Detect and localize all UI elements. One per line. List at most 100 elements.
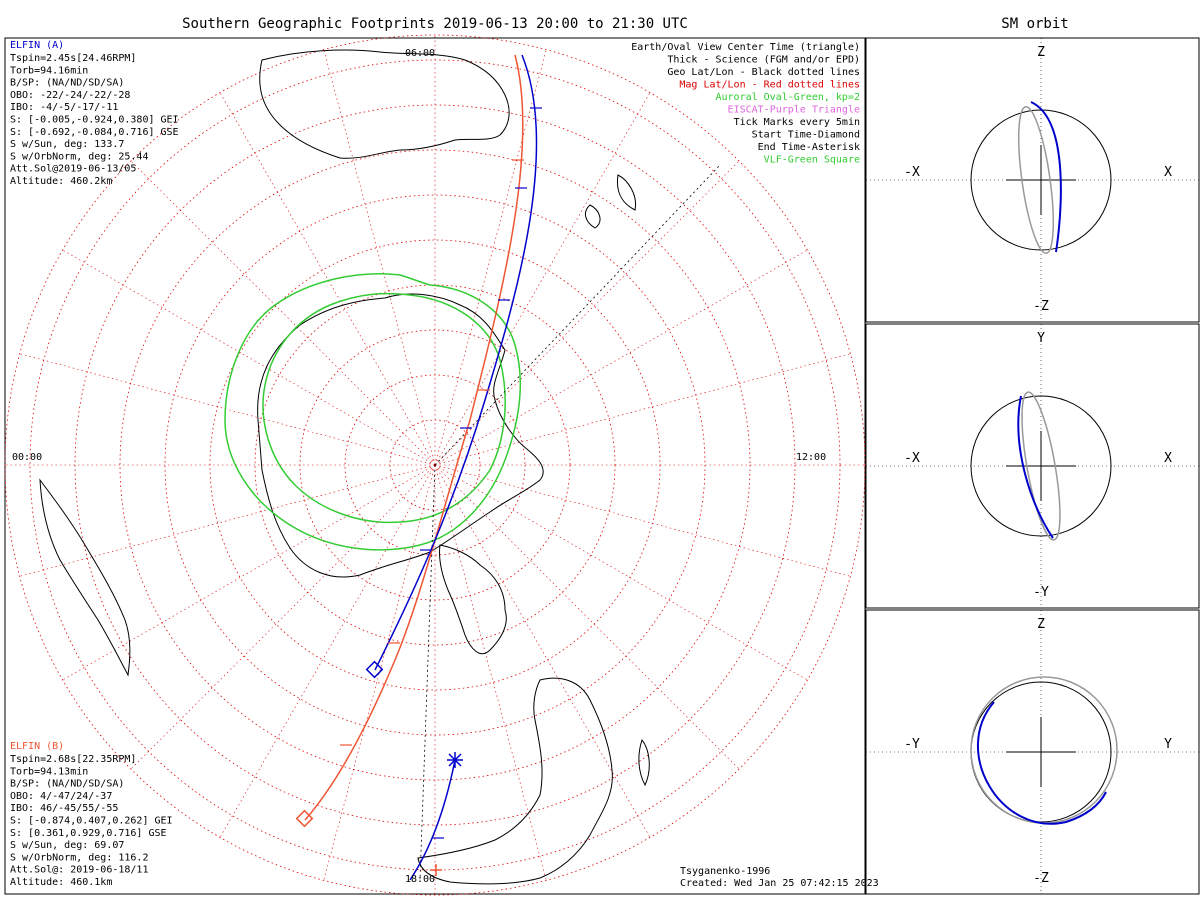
elfin-b-info-line: S: [0.361,0.929,0.716] GSE	[10, 828, 167, 839]
panel-axis-label-right: X	[1164, 165, 1172, 180]
panel-axis-label-top: Z	[1037, 45, 1045, 60]
mag-latitude-circle	[4, 34, 866, 896]
mag-longitude-line	[434, 464, 808, 681]
africa-coastline	[417, 677, 613, 885]
elfin-a-info-line: OBO: -22/-24/-22/-28	[10, 90, 130, 101]
elfin-b-end-asterisk	[430, 864, 442, 876]
geo-meridian	[434, 164, 721, 466]
elfin-a-header: ELFIN (A)	[10, 40, 64, 51]
mag-longitude-line	[434, 353, 851, 466]
elfin-a-end-asterisk	[447, 752, 463, 768]
mag-longitude-line	[434, 249, 808, 466]
mag-longitude-line	[434, 464, 740, 770]
mag-longitude-line	[219, 464, 436, 838]
elfin-b-info-line: S: [-0.874,0.407,0.262] GEI	[10, 816, 173, 827]
elfin-a-info-line: Att.Sol@2019-06-13/05	[10, 164, 136, 175]
mlt-label-bottom: 18:00	[405, 874, 435, 885]
elfin-a-info-line: IBO: -4/-5/-17/-11	[10, 102, 118, 113]
mlt-label-right: 12:00	[796, 452, 826, 463]
sm-orbit-panel: Z -Z -Y Y	[865, 609, 1200, 895]
elfin-b-info-line: Tspin=2.68s[22.35RPM]	[10, 754, 136, 765]
mag-longitude-line	[434, 92, 651, 466]
elfin-b-header: ELFIN (B)	[10, 741, 64, 752]
elfin-a-info-line: S: [-0.692,-0.084,0.716] GSE	[10, 127, 179, 138]
legend-entry: Thick - Science (FGM and/or EPD)	[667, 55, 860, 66]
mag-longitude-line	[434, 49, 547, 466]
sm-orbit-panels: Z -Z -X X Y -Y -X X Z -Z -Y Y	[865, 37, 1200, 895]
mag-longitude-line	[434, 464, 851, 577]
panel-axis-label-right: X	[1164, 451, 1172, 466]
sm-orbit-panel: Y -Y -X X	[865, 323, 1200, 609]
elfin-b-info-line: Altitude: 460.1km	[10, 877, 112, 888]
panel-axis-label-right: Y	[1164, 737, 1172, 752]
elfin-a-info-line: Tspin=2.45s[24.46RPM]	[10, 53, 136, 64]
mlt-label-top: 06:00	[405, 48, 435, 59]
coastlines	[39, 49, 650, 885]
elfin-a-info-line: B/SP: (NA/ND/SD/SA)	[10, 78, 124, 89]
elfin-b-ticks	[340, 159, 524, 746]
mag-longitude-line	[219, 92, 436, 466]
geo-lines	[419, 164, 721, 881]
elfin-a-orbit	[976, 701, 1107, 825]
panel-axis-label-top: Z	[1037, 617, 1045, 632]
elfin-b-info-line: B/SP: (NA/ND/SD/SA)	[10, 779, 124, 790]
legend-entry: Tick Marks every 5min	[734, 117, 860, 128]
legend: Earth/Oval View Center Time (triangle) Th…	[631, 42, 860, 166]
sm-orbit-panel: Z -Z -X X	[865, 37, 1200, 323]
elfin-b-info-line: IBO: 46/-45/55/-55	[10, 803, 118, 814]
legend-entry: End Time-Asterisk	[758, 142, 860, 153]
elfin-b-info-line: OBO: 4/-47/24/-37	[10, 791, 112, 802]
panel-axis-label-left: -X	[904, 165, 920, 180]
sm-orbit-title: SM orbit	[1001, 16, 1068, 32]
australia-coastline	[259, 49, 510, 159]
legend-entry: Start Time-Diamond	[752, 130, 860, 141]
panel-axis-label-bottom: -Y	[1033, 585, 1049, 600]
elfin-a-orbit	[1030, 101, 1062, 253]
elfin-b-orbit	[1021, 391, 1061, 541]
elfin-b-info-line: Att.Sol@: 2019-06-18/11	[10, 865, 148, 876]
elfin-a-info-line: S: [-0.005,-0.924,0.380] GEI	[10, 115, 179, 126]
panel-axis-label-bottom: -Z	[1033, 299, 1049, 314]
elfin-a-info-line: Torb=94.16min	[10, 65, 88, 76]
mag-longitude-line	[434, 160, 740, 466]
elfin-b-info-line: Torb=94.13min	[10, 766, 88, 777]
mag-longitude-line	[434, 464, 651, 838]
new-zealand-coastline	[584, 174, 637, 229]
mag-longitude-line	[130, 160, 436, 466]
figure-title: Southern Geographic Footprints 2019-06-1…	[182, 16, 688, 32]
legend-entry: Auroral Oval-Green, kp=2	[716, 92, 861, 103]
legend-entry: EISCAT-Purple Triangle	[728, 105, 860, 116]
antarctica-coastline	[257, 293, 544, 578]
elfin-b-start-diamond	[295, 809, 314, 828]
panel-axis-label-top: Y	[1037, 331, 1045, 346]
auroral-ovals	[224, 273, 521, 551]
elfin-b-orbit	[970, 676, 1118, 824]
model-label: Tsyganenko-1996	[680, 866, 770, 877]
elfin-a-start-diamond	[365, 660, 384, 679]
elfin-a-ticks	[420, 107, 542, 839]
panel-axis-label-left: -Y	[904, 737, 920, 752]
auroral-oval-inner	[262, 292, 506, 524]
mag-longitude-line	[434, 464, 547, 881]
elfin-b-info: ELFIN (B) Tspin=2.68s[22.35RPM]Torb=94.1…	[10, 741, 173, 888]
mag-longitude-line	[62, 464, 436, 681]
elfin-a-track-end	[409, 759, 456, 881]
west-coast-coastline	[39, 478, 131, 677]
panel-axis-label-left: -X	[904, 451, 920, 466]
elfin-a-info-line: Altitude: 460.2km	[10, 176, 112, 187]
mag-longitude-line	[62, 249, 436, 466]
mag-longitude-line	[130, 464, 436, 770]
elfin-a-info: ELFIN (A) Tspin=2.45s[24.46RPM]Torb=94.1…	[10, 40, 179, 187]
geo-meridian	[419, 464, 436, 881]
elfin-a-orbit	[1017, 395, 1054, 539]
mag-longitude-line	[19, 353, 436, 466]
legend-entry: Geo Lat/Lon - Black dotted lines	[667, 67, 860, 78]
map-grid	[4, 34, 866, 896]
mag-longitude-line	[323, 49, 436, 466]
elfin-a-track	[374, 54, 538, 671]
created-label: Created: Wed Jan 25 07:42:15 2023	[680, 878, 879, 889]
panel-axis-label-bottom: -Z	[1033, 871, 1049, 886]
auroral-oval-outer	[224, 273, 521, 551]
elfin-b-orbit	[1017, 105, 1055, 255]
legend-entry: Earth/Oval View Center Time (triangle)	[631, 42, 860, 53]
